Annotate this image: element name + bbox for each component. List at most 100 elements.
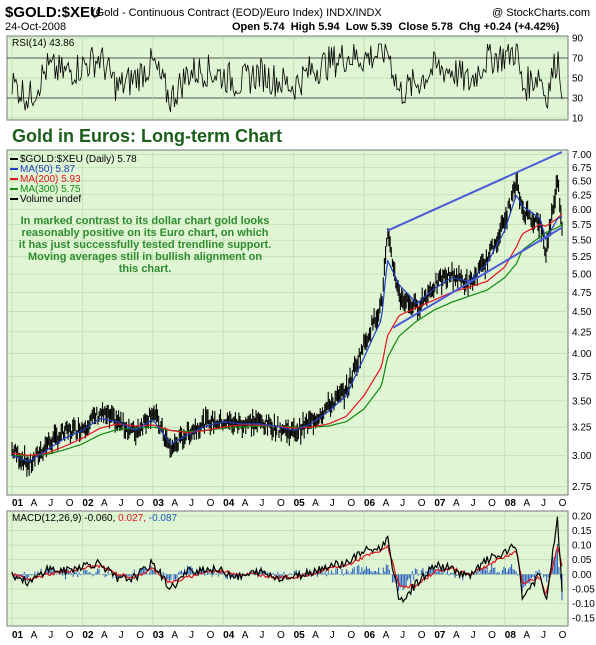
x-tick-label: O bbox=[136, 498, 144, 509]
x-tick-label: 06 bbox=[364, 630, 376, 641]
x-tick-label: J bbox=[259, 498, 264, 509]
macd-tick-label: 0.20 bbox=[572, 511, 592, 522]
price-tick-label: 4.75 bbox=[572, 288, 592, 299]
high-value: 5.94 bbox=[318, 21, 340, 33]
x-tick-label: O bbox=[488, 630, 496, 641]
rsi-label: RSI(14) 43.86 bbox=[12, 38, 75, 49]
x-tick-label: A bbox=[383, 498, 390, 509]
legend-entry: Volume undef bbox=[20, 194, 81, 205]
annotation-text: In marked contrast to its dollar chart g… bbox=[19, 215, 271, 275]
price-tick-label: 4.25 bbox=[572, 327, 592, 338]
price-tick-label: 6.25 bbox=[572, 190, 592, 201]
x-tick-label: O bbox=[347, 498, 355, 509]
x-tick-label: A bbox=[31, 498, 38, 509]
x-tick-label: A bbox=[31, 630, 38, 641]
x-tick-label: O bbox=[66, 498, 74, 509]
macd-tick-label: -0.15 bbox=[572, 614, 595, 625]
ma50-line bbox=[11, 194, 563, 462]
x-tick-label: A bbox=[453, 630, 460, 641]
rsi-series-line bbox=[11, 43, 563, 113]
x-tick-label: A bbox=[101, 498, 108, 509]
x-tick-label: A bbox=[101, 630, 108, 641]
macd-panel bbox=[6, 510, 569, 627]
rsi-tick-label: 90 bbox=[572, 34, 584, 45]
x-tick-label: 02 bbox=[82, 630, 94, 641]
macd-tick-label: -0.05 bbox=[572, 584, 595, 595]
price-axis: 7.00 6.75 6.50 6.25 6.00 5.75 5.50 5.25 5.00 4.75… bbox=[572, 150, 592, 493]
x-tick-label: A bbox=[523, 630, 530, 641]
annotation-line: it has just successfully tested trendlin… bbox=[19, 239, 271, 251]
x-tick-label: 03 bbox=[153, 498, 165, 509]
x-tick-label: A bbox=[242, 630, 249, 641]
price-tick-label: 4.50 bbox=[572, 307, 592, 318]
x-tick-label: A bbox=[312, 498, 319, 509]
x-tick-label: A bbox=[383, 630, 390, 641]
ma300-line bbox=[12, 223, 563, 457]
legend-entry: MA(50) 5.87 bbox=[20, 164, 75, 175]
upper-trendline bbox=[387, 151, 563, 232]
x-tick-label: 04 bbox=[223, 630, 235, 641]
x-tick-label: 02 bbox=[82, 498, 94, 509]
x-tick-label: O bbox=[136, 630, 144, 641]
lower-trendline bbox=[392, 226, 563, 329]
x-tick-label: O bbox=[488, 498, 496, 509]
x-tick-label: O bbox=[277, 498, 285, 509]
x-tick-label: J bbox=[119, 498, 124, 509]
price-tick-label: 6.75 bbox=[572, 163, 592, 174]
close-value: 5.78 bbox=[431, 21, 453, 33]
x-axis-top: 01 A J O 02 A J O 03 A J O 04 A J O 05 A J O 06 A J O 07 A J O 08 A J O bbox=[12, 498, 567, 509]
macd-signal-line bbox=[11, 544, 563, 597]
x-tick-label: J bbox=[259, 630, 264, 641]
x-tick-label: J bbox=[541, 498, 546, 509]
x-tick-label: O bbox=[66, 630, 74, 641]
chart-date: 24-Oct-2008 bbox=[5, 21, 67, 33]
macd-label-signal: 0.027, bbox=[118, 513, 146, 524]
price-tick-label: 5.00 bbox=[572, 270, 592, 281]
x-tick-label: J bbox=[189, 498, 194, 509]
x-tick-label: O bbox=[277, 630, 285, 641]
price-tick-label: 6.00 bbox=[572, 205, 592, 216]
price-tick-label: 5.25 bbox=[572, 252, 592, 263]
x-tick-label: 05 bbox=[294, 630, 306, 641]
x-tick-label: O bbox=[347, 630, 355, 641]
x-tick-label: A bbox=[242, 498, 249, 509]
price-panel bbox=[6, 149, 569, 496]
macd-line bbox=[11, 516, 563, 604]
symbol-label: $GOLD:$XEU bbox=[5, 4, 101, 21]
x-tick-label: A bbox=[171, 630, 178, 641]
rsi-tick-label: 70 bbox=[572, 54, 584, 65]
x-tick-label: 06 bbox=[364, 498, 376, 509]
x-tick-label: 07 bbox=[434, 498, 446, 509]
annotation-line: this chart. bbox=[119, 263, 172, 275]
x-tick-label: A bbox=[171, 498, 178, 509]
x-tick-label: O bbox=[207, 630, 215, 641]
x-tick-label: O bbox=[559, 630, 567, 641]
chart-title: Gold in Euros: Long-term Chart bbox=[12, 126, 282, 146]
x-tick-label: J bbox=[471, 498, 476, 509]
macd-axis: 0.20 0.15 0.10 0.05 0.00 -0.05 -0.10 -0.15 bbox=[572, 511, 595, 624]
close-label: Close bbox=[398, 21, 429, 33]
price-tick-label: 2.75 bbox=[572, 482, 592, 493]
price-tick-label: 7.00 bbox=[572, 150, 592, 161]
annotation-line: Moving averages still in bullish alignme… bbox=[28, 251, 262, 263]
price-tick-label: 4.00 bbox=[572, 349, 592, 360]
x-tick-label: 01 bbox=[12, 498, 24, 509]
macd-label-main: MACD(12,26,9) -0.060, bbox=[12, 513, 115, 524]
macd-tick-label: -0.10 bbox=[572, 599, 595, 610]
price-tick-label: 3.50 bbox=[572, 396, 592, 407]
x-tick-label: J bbox=[189, 630, 194, 641]
quote-summary: Open 5.74 High 5.94 Low 5.39 Close 5.78 … bbox=[232, 21, 559, 33]
x-tick-label: 04 bbox=[223, 498, 235, 509]
open-label: Open bbox=[232, 21, 261, 33]
symbol-description: (Gold - Continuous Contract (EOD)/Euro I… bbox=[92, 7, 382, 19]
price-tick-label: 6.50 bbox=[572, 176, 592, 187]
annotation-line: reasonably positive on its Euro chart, o… bbox=[22, 227, 269, 239]
low-value: 5.39 bbox=[370, 21, 393, 33]
macd-tick-label: 0.15 bbox=[572, 526, 592, 537]
legend-entry: MA(200) 5.93 bbox=[20, 174, 81, 185]
x-tick-label: J bbox=[330, 630, 335, 641]
x-tick-label: J bbox=[48, 630, 53, 641]
x-tick-label: A bbox=[453, 498, 460, 509]
